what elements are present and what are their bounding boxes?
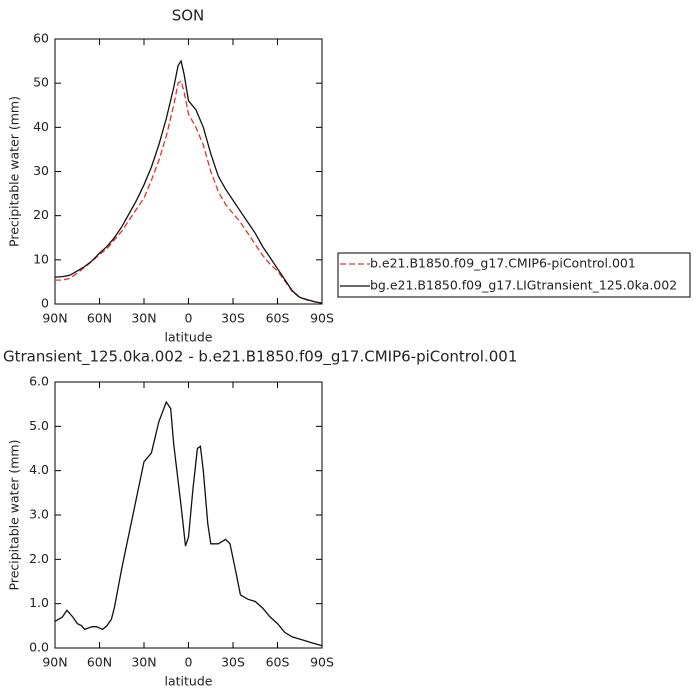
y-axis-label: Precipitable water (mm) bbox=[7, 96, 22, 247]
y-tick-label: 50 bbox=[33, 75, 49, 90]
y-tick-label: 60 bbox=[33, 31, 49, 46]
x-tick-label: 30N bbox=[131, 655, 156, 670]
plot-frame bbox=[54, 381, 323, 649]
x-tick-label: 90N bbox=[42, 311, 67, 326]
x-tick-label: 90N bbox=[42, 655, 67, 670]
y-tick-label: 0.0 bbox=[29, 640, 49, 655]
series-line bbox=[54, 400, 323, 647]
legend-label: bg.e21.B1850.f09_g17.LIGtransient_125.0k… bbox=[370, 278, 677, 293]
y-tick-label: 1.0 bbox=[29, 595, 49, 610]
y-tick-label: 5.0 bbox=[29, 418, 49, 433]
y-tick-label: 30 bbox=[33, 163, 49, 178]
x-tick-label: 60S bbox=[266, 311, 290, 326]
series-line bbox=[55, 79, 323, 304]
plot-frame bbox=[54, 38, 323, 305]
y-tick-label: 6.0 bbox=[29, 374, 49, 389]
x-tick-label: 60S bbox=[266, 655, 290, 670]
x-tick-label: 90S bbox=[310, 311, 334, 326]
y-tick-label: 2.0 bbox=[29, 551, 49, 566]
x-tick-label: 90S bbox=[310, 655, 334, 670]
x-tick-label: 60N bbox=[87, 311, 112, 326]
chart-title: Gtransient_125.0ka.002 - b.e21.B1850.f09… bbox=[3, 348, 517, 367]
x-tick-label: 30N bbox=[131, 311, 156, 326]
x-tick-label: 0 bbox=[185, 655, 193, 670]
y-tick-label: 40 bbox=[33, 119, 49, 134]
x-tick-label: 30S bbox=[221, 311, 245, 326]
y-tick-label: 0 bbox=[41, 296, 49, 311]
y-axis-label: Precipitable water (mm) bbox=[7, 440, 22, 591]
x-axis-label: latitude bbox=[165, 674, 213, 689]
y-tick-label: 3.0 bbox=[29, 507, 49, 522]
x-tick-label: 60N bbox=[87, 655, 112, 670]
x-axis-label: latitude bbox=[165, 330, 213, 345]
chart-title: SON bbox=[172, 7, 205, 25]
y-tick-label: 20 bbox=[33, 207, 49, 222]
x-tick-label: 30S bbox=[221, 655, 245, 670]
y-tick-label: 4.0 bbox=[29, 462, 49, 477]
y-tick-label: 10 bbox=[33, 251, 49, 266]
legend-label: b.e21.B1850.f09_g17.CMIP6-piControl.001 bbox=[370, 256, 636, 271]
legend-box bbox=[337, 252, 691, 298]
series-line bbox=[54, 59, 323, 304]
x-tick-label: 0 bbox=[185, 311, 193, 326]
